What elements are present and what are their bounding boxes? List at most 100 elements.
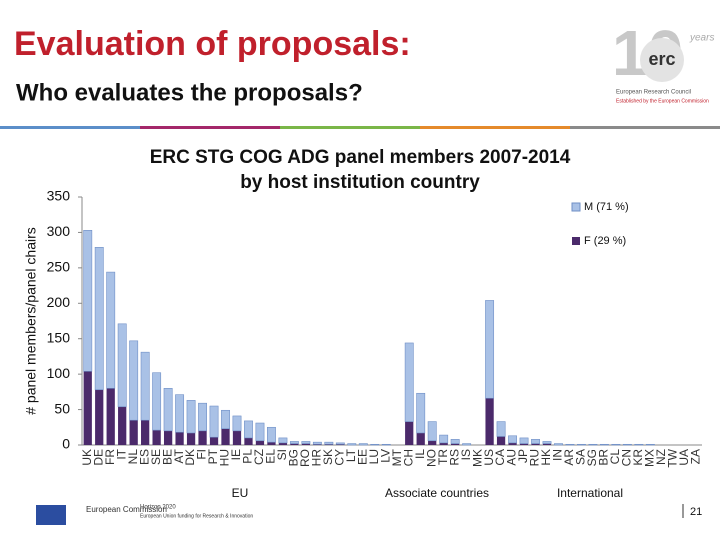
footer: European Commission Horizon 2020 Europea… [36, 504, 702, 525]
bar-segment [129, 420, 138, 445]
slide-title: Evaluation of proposals: [14, 25, 411, 63]
bar-segment [313, 444, 322, 445]
bar-segment [186, 400, 196, 434]
bar-segment [428, 440, 437, 445]
bar-segment [519, 437, 529, 444]
logo-circle [640, 38, 684, 82]
x-tick-label: PL [241, 449, 255, 464]
bar-segment [118, 406, 127, 445]
x-tick-label: ES [137, 449, 151, 465]
bar-segment [129, 340, 139, 421]
strip [280, 126, 420, 129]
chart-title: ERC STG COG ADG panel members 2007-2014 [150, 147, 571, 168]
bar-segment [565, 443, 575, 446]
bar-segment [152, 372, 162, 431]
strip [140, 126, 280, 129]
bar-segment [519, 443, 529, 445]
y-tick-label: 350 [47, 188, 71, 204]
bar-segment [106, 388, 115, 445]
bar-segment [83, 371, 92, 445]
bar-segment [232, 430, 242, 445]
logo: 10 erc years European Research Council E… [612, 17, 714, 104]
bar-segment [588, 443, 598, 446]
x-tick-label: IT [114, 448, 128, 459]
x-tick-label: UK [80, 449, 94, 466]
bar-segment [531, 443, 540, 445]
bar-segment [508, 442, 517, 445]
slide-subtitle: Who evaluates the proposals? [16, 79, 363, 106]
logo-sub2: Established by the European Commission [616, 98, 709, 104]
x-tick-label: KR [631, 449, 645, 466]
x-tick-label: CY [333, 449, 347, 466]
x-tick-label: MX [643, 449, 657, 467]
strip [420, 126, 570, 129]
bar-segment [94, 247, 104, 391]
bar-segment [163, 430, 173, 445]
x-tick-label: CL [608, 449, 622, 465]
bar-segment [141, 420, 150, 445]
bar-segment [163, 388, 173, 432]
horizon: Horizon 2020 [140, 505, 176, 511]
bar-segment [301, 443, 311, 445]
bar-segment [496, 421, 506, 437]
legend-label: M (71 %) [584, 201, 629, 213]
bar-segment [301, 441, 311, 444]
bar-segment [198, 430, 207, 445]
bar-segment [324, 441, 334, 445]
bar-segment [209, 437, 219, 445]
x-tick-label: EL [264, 449, 278, 464]
x-tick-label: SK [321, 449, 335, 465]
y-tick-label: 200 [47, 294, 71, 310]
x-tick-label: NZ [654, 449, 668, 465]
bar-segment [232, 415, 242, 432]
x-tick-label: CZ [252, 449, 266, 465]
x-tick-label: CH [401, 449, 415, 466]
logo-text: erc [648, 49, 675, 69]
bar-segment [95, 389, 104, 445]
x-tick-label: LT [344, 448, 358, 462]
bar-segment [221, 409, 230, 430]
bar-segment [289, 441, 299, 444]
bar-segment [221, 428, 230, 445]
x-tick-label: DE [91, 449, 105, 466]
bar-segment [427, 421, 437, 442]
x-tick-label: AT [172, 448, 186, 463]
y-axis-label: # panel members/panel chairs [23, 227, 39, 415]
bar-segment [577, 443, 586, 446]
x-tick-label: FR [103, 449, 117, 465]
x-tick-label: NO [424, 449, 438, 467]
x-tick-label: TR [436, 449, 450, 465]
strip [570, 126, 720, 129]
bar-segment [335, 442, 345, 445]
bar-segment [622, 443, 632, 446]
x-tick-label: HR [310, 449, 324, 467]
bar-segment [117, 323, 127, 408]
bar-segment [267, 426, 276, 443]
y-tick-label: 250 [47, 259, 71, 275]
x-tick-label: FI [195, 449, 209, 460]
bar-segment [336, 444, 345, 445]
x-tick-label: IL [413, 449, 427, 459]
bar-segment [439, 442, 448, 445]
bar-segment [542, 441, 552, 444]
bar-segment [198, 402, 207, 432]
x-tick-label: IS [459, 449, 473, 460]
x-tick-label: MK [470, 449, 484, 467]
y-tick-label: 150 [47, 329, 71, 345]
bar-segment [140, 351, 150, 421]
x-tick-label: HK [539, 449, 553, 466]
bar-segment [416, 432, 425, 445]
bar-segment [542, 443, 552, 445]
bar-segment [439, 434, 449, 444]
logo-years: years [689, 33, 714, 44]
y-tick-label: 100 [47, 365, 71, 381]
x-tick-label: TW [665, 448, 679, 467]
x-tick-label: JP [516, 449, 530, 463]
x-tick-label: LU [367, 449, 381, 464]
bar-segment [267, 442, 276, 445]
bar-segment [416, 392, 426, 434]
strip [0, 126, 140, 129]
x-tick-label: BG [287, 449, 301, 466]
bar-segment [462, 443, 472, 446]
group-label: Associate countries [385, 486, 489, 500]
